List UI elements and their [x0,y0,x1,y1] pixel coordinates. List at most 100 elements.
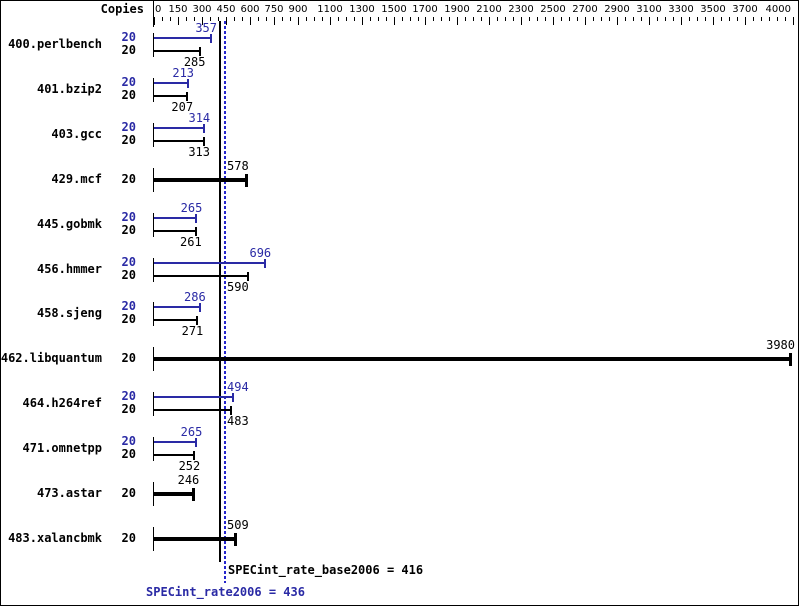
base-bar-end-cap [199,47,201,56]
base-value-label: 285 [183,55,206,69]
axis-tick-label: 3500 [700,4,726,15]
base-bar-end-cap [196,316,198,325]
base-bar-end-cap [192,488,195,501]
base-bar-end-cap [193,451,195,460]
copies-value-peak: 20 [121,30,136,44]
axis-major-tick [274,17,275,25]
base-bar [154,275,248,277]
axis-tick-label: 1100 [317,4,343,15]
axis-minor-tick [465,17,466,21]
axis-minor-tick [673,17,674,21]
benchmark-name-label: 445.gobmk [36,217,102,231]
axis-minor-tick [729,17,730,21]
axis-minor-tick [210,17,211,21]
base-bar [154,537,235,541]
axis-minor-tick [314,17,315,21]
base-value-label: 261 [180,235,202,249]
peak-value-label: 494 [227,380,249,394]
axis-minor-tick [449,17,450,21]
base-bar [154,357,790,361]
peak-bar [154,37,211,39]
axis-major-tick [394,17,395,25]
copies-value: 20 [121,486,136,500]
axis-tick-label: 2700 [572,4,598,15]
axis-minor-tick [234,17,235,21]
base-value-label: 246 [177,473,200,487]
peak-bar-end-cap [195,438,197,447]
axis-minor-tick [473,17,474,21]
axis-minor-tick [641,17,642,21]
axis-tick-label: 2500 [540,4,566,15]
peak-value-label: 696 [249,246,272,260]
peak-bar [154,217,196,219]
bar-start-whisker [153,78,154,102]
axis-minor-tick [601,17,602,21]
peak-value-label: 357 [195,21,218,35]
base-value-label: 578 [227,159,249,173]
base-bar-end-cap [203,137,205,146]
axis-minor-tick [162,17,163,21]
axis-tick-label: 1300 [349,4,375,15]
base-bar-end-cap [247,272,249,281]
axis-major-tick [457,17,458,25]
bar-start-whisker [153,33,154,57]
axis-minor-tick [338,17,339,21]
base-bar [154,95,187,97]
axis-minor-tick [386,17,387,21]
bar-start-whisker [153,302,154,326]
benchmark-name-label: 473.astar [36,486,102,500]
axis-minor-tick [561,17,562,21]
copies-value-peak: 20 [121,255,136,269]
base-value-label: 252 [178,459,201,473]
axis-minor-tick [737,17,738,21]
axis-minor-tick [242,17,243,21]
base-bar [154,230,196,232]
axis-minor-tick [633,17,634,21]
axis-tick-label: 150 [168,4,188,15]
benchmark-name-label: 403.gcc [51,127,102,141]
peak-value-label: 265 [180,201,203,215]
axis-minor-tick [282,17,283,21]
axis-minor-tick [433,17,434,21]
base-value-label: 509 [227,518,249,532]
axis-minor-tick [378,17,379,21]
base-bar-end-cap [245,174,248,187]
axis-major-tick [745,17,746,25]
benchmark-name-label: 464.h264ref [22,396,102,410]
axis-major-tick [585,17,586,25]
axis-tick-label: 2900 [604,4,630,15]
peak-bar-end-cap [203,124,205,133]
axis-minor-tick [410,17,411,21]
axis-minor-tick [785,17,786,21]
axis-minor-tick [497,17,498,21]
axis-tick-label: 450 [216,4,236,15]
axis-major-tick [521,17,522,25]
base-value-label: 207 [171,100,194,114]
bar-start-whisker [153,482,154,506]
axis-tick-label: 300 [192,4,212,15]
copies-value-peak: 20 [121,210,136,224]
bar-start-whisker [153,123,154,147]
base-bar [154,409,231,411]
axis-minor-tick [753,17,754,21]
axis-minor-tick [170,17,171,21]
peak-bar-end-cap [195,214,197,223]
axis-minor-tick [418,17,419,21]
axis-minor-tick [186,17,187,21]
axis-tick-label: 4000 [765,4,791,15]
axis-minor-tick [769,17,770,21]
bar-start-whisker [153,213,154,237]
peak-bar [154,441,196,443]
peak-bar [154,82,188,84]
copies-value-peak: 20 [121,389,136,403]
base-value-label: 313 [188,145,210,159]
axis-minor-tick [529,17,530,21]
peak-bar [154,396,233,398]
axis-major-tick [250,17,251,25]
base-bar-end-cap [230,406,232,415]
axis-minor-tick [441,17,442,21]
axis-minor-tick [346,17,347,21]
base-bar [154,50,200,52]
benchmark-name-label: 456.hmmer [36,262,102,276]
base-value-label: 483 [227,414,249,428]
